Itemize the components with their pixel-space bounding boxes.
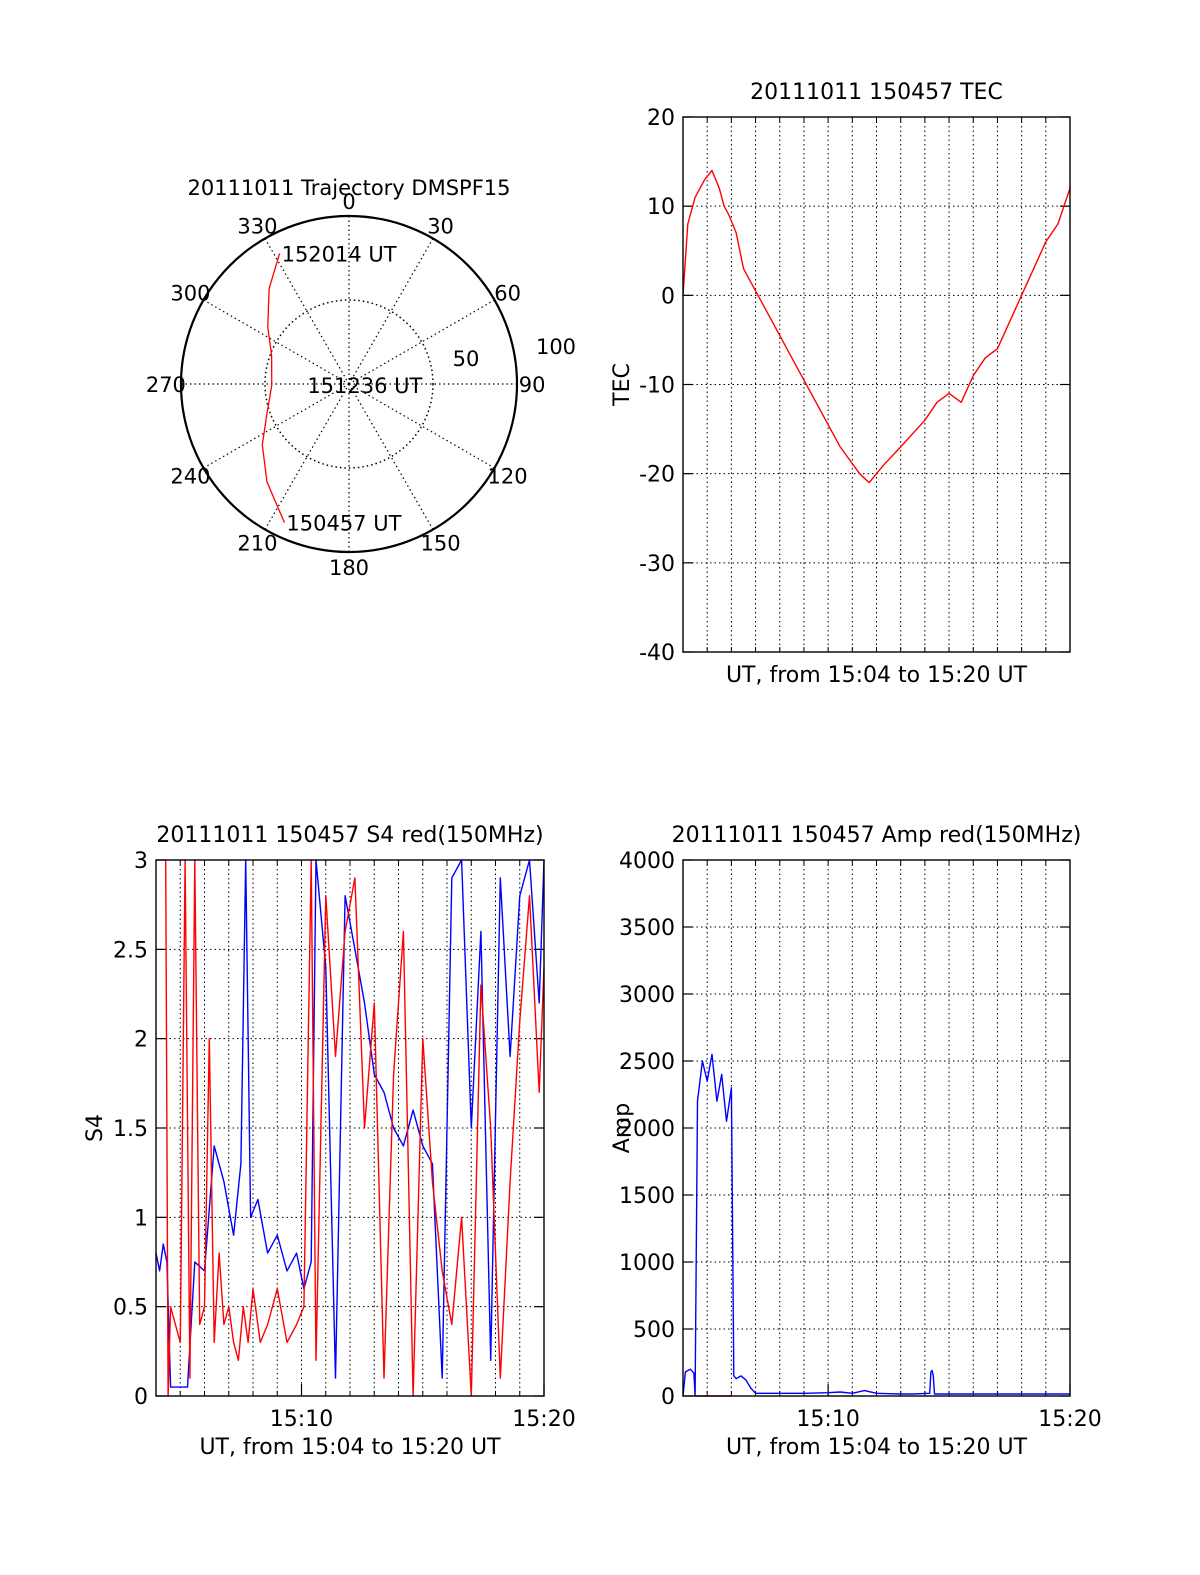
plot-frame — [155, 859, 545, 1397]
y-tick-label: 0 — [661, 1385, 675, 1410]
x-tick-label: 15:10 — [796, 1407, 859, 1432]
y-tick-label: 500 — [633, 1318, 675, 1343]
x-axis-label: UT, from 15:04 to 15:20 UT — [199, 1435, 501, 1460]
angle-label: 30 — [427, 214, 454, 238]
polar-spoke — [203, 383, 350, 469]
y-tick-label: 2500 — [619, 1050, 675, 1075]
angle-label: 90 — [519, 373, 546, 397]
polar-spoke — [348, 383, 434, 530]
angle-label: 180 — [329, 556, 369, 580]
trajectory-annotation: 152014 UT — [282, 242, 397, 266]
line-chart-1: -40 -30 -20 -10 0 10 20 20111011 150457 TEC UT, … — [610, 80, 1071, 688]
chart-title: 20111011 150457 TEC — [750, 80, 1003, 105]
y-tick-label: 2.5 — [113, 938, 148, 963]
y-tick-label: -40 — [639, 641, 675, 666]
y-tick-label: 4000 — [619, 849, 675, 874]
radial-label: 50 — [453, 347, 480, 371]
polar-spoke — [264, 238, 350, 385]
angle-label: 300 — [170, 281, 210, 305]
line-chart-2: 0 0.5 1 1.5 2 2.5 3 15:10 15:20 20111011 150457 S… — [83, 823, 576, 1460]
polar-spoke — [348, 383, 495, 469]
y-tick-label: 3000 — [619, 983, 675, 1008]
y-tick-label: -30 — [639, 552, 675, 577]
angle-label: 240 — [170, 465, 210, 489]
chart-title: 20111011 Trajectory DMSPF15 — [187, 176, 510, 200]
y-tick-label: 1500 — [619, 1184, 675, 1209]
y-tick-label: 1.5 — [113, 1117, 148, 1142]
y-tick-label: 2000 — [619, 1117, 675, 1142]
plot-frame — [682, 116, 1071, 653]
y-tick-label: 1000 — [619, 1251, 675, 1276]
y-tick-label: -10 — [639, 374, 675, 399]
polar-spoke — [348, 238, 434, 385]
series-line-0 — [682, 169, 1071, 484]
y-tick-label: -20 — [639, 463, 675, 488]
x-tick-label: 15:20 — [512, 1407, 575, 1432]
y-tick-label: 10 — [647, 195, 675, 220]
trajectory-annotation: 151236 UT — [307, 374, 422, 398]
y-tick-label: 1 — [134, 1206, 148, 1231]
polar-spoke — [264, 383, 350, 530]
angle-label: 0 — [342, 190, 355, 214]
series-line-0 — [155, 859, 545, 1388]
polar-spoke — [203, 299, 350, 385]
x-tick-label: 15:20 — [1038, 1407, 1101, 1432]
polar-spoke — [348, 299, 495, 385]
y-axis-label: Amp — [610, 1103, 635, 1153]
line-chart-3: 0 500 1000 1500 2000 2500 3000 3500 4000 15:10 15:… — [610, 823, 1102, 1460]
x-tick-label: 15:10 — [270, 1407, 333, 1432]
y-axis-label: TEC — [610, 363, 635, 407]
series-line-1 — [165, 859, 545, 1397]
angle-label: 120 — [488, 465, 528, 489]
angle-label: 60 — [494, 281, 521, 305]
x-axis-label: UT, from 15:04 to 15:20 UT — [726, 663, 1028, 688]
series-line-0 — [682, 1053, 1070, 1397]
chart-title: 20111011 150457 S4 red(150MHz) — [156, 823, 543, 848]
y-tick-label: 2 — [134, 1028, 148, 1053]
x-axis-label: UT, from 15:04 to 15:20 UT — [726, 1435, 1028, 1460]
y-axis-label: S4 — [83, 1114, 108, 1142]
y-tick-label: 20 — [647, 106, 675, 131]
trajectory-annotation: 150457 UT — [286, 512, 401, 536]
plot-frame — [682, 859, 1071, 1397]
angle-label: 210 — [237, 532, 277, 556]
y-tick-label: 0 — [134, 1385, 148, 1410]
angle-label: 330 — [237, 214, 277, 238]
y-tick-label: 3500 — [619, 916, 675, 941]
y-tick-label: 3 — [134, 849, 148, 874]
angle-label: 270 — [146, 373, 186, 397]
polar-ring-50 — [264, 299, 434, 469]
y-tick-label: 0.5 — [113, 1296, 148, 1321]
chart-title: 20111011 150457 Amp red(150MHz) — [672, 823, 1082, 848]
angle-label: 150 — [421, 532, 461, 556]
trajectory-line — [261, 253, 285, 523]
radial-label: 100 — [536, 335, 576, 359]
y-tick-label: 0 — [661, 284, 675, 309]
polar-outer-ring — [179, 214, 519, 554]
